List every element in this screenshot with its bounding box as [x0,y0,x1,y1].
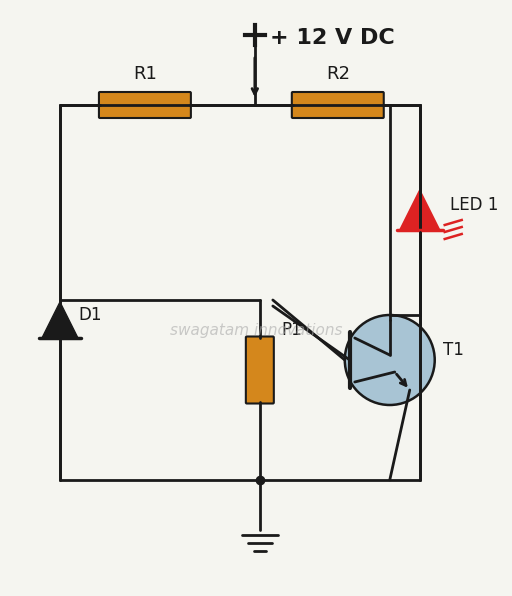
Text: R2: R2 [326,65,350,83]
Text: + 12 V DC: + 12 V DC [270,28,395,48]
Polygon shape [400,190,440,230]
FancyBboxPatch shape [99,92,191,118]
Circle shape [345,315,435,405]
Text: swagatam innovations: swagatam innovations [169,322,342,337]
Text: R1: R1 [133,65,157,83]
FancyBboxPatch shape [246,337,274,403]
Text: D1: D1 [78,306,101,324]
FancyBboxPatch shape [292,92,384,118]
Polygon shape [42,302,78,338]
Text: P1: P1 [282,321,303,339]
Text: T1: T1 [443,341,463,359]
Text: LED 1: LED 1 [450,196,498,214]
